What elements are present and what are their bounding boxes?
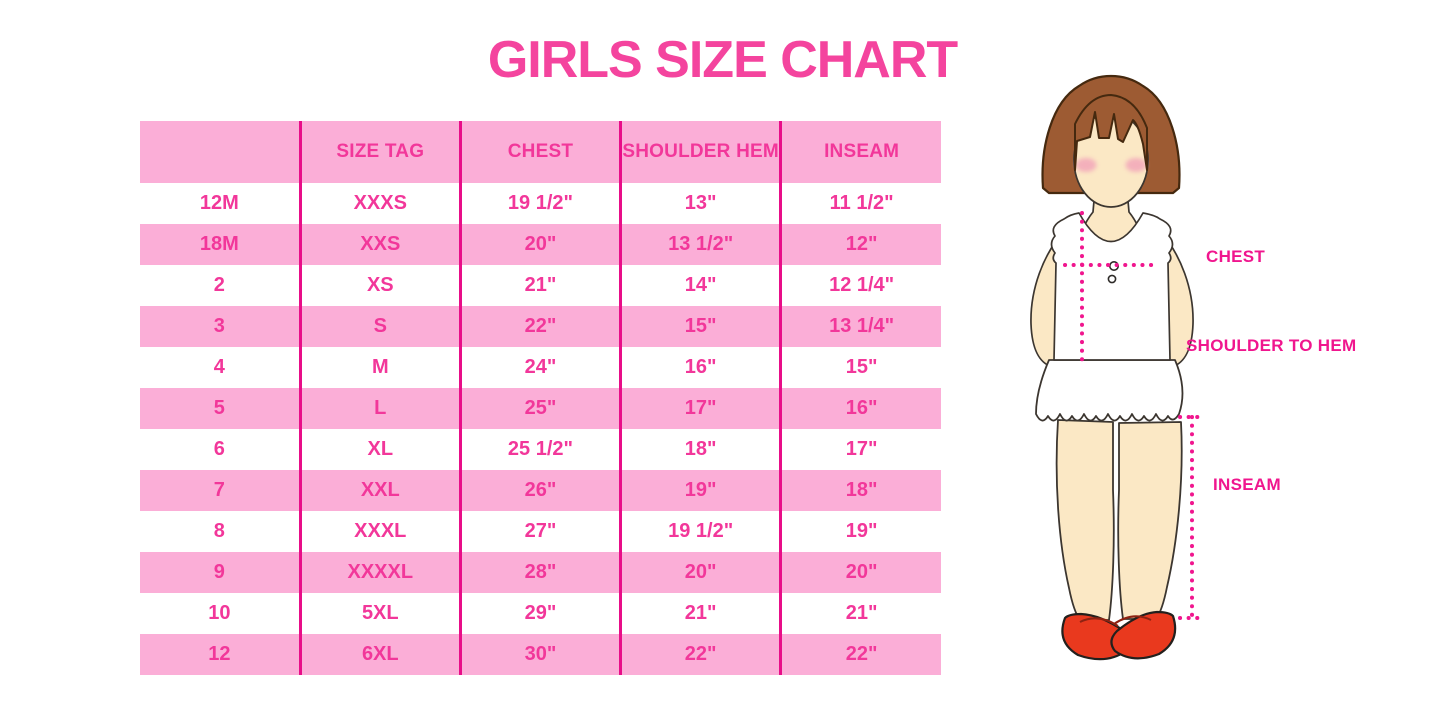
table-cell: 9	[140, 552, 301, 593]
table-cell: 21"	[619, 593, 781, 634]
table-row: 3 S 22" 15" 13 1/4"	[140, 306, 941, 347]
table-row: 10 5XL 29" 21" 21"	[140, 593, 941, 634]
table-cell: 7	[140, 470, 301, 511]
table-cell: S	[298, 306, 461, 347]
table-cell: XXXS	[298, 183, 461, 224]
size-table-header: SIZE TAG CHEST SHOULDER HEM INSEAM	[140, 121, 941, 183]
table-cell: 12 1/4"	[779, 265, 941, 306]
table-cell: 13 1/2"	[619, 224, 781, 265]
table-cell: XL	[298, 429, 461, 470]
girls-size-table: SIZE TAG CHEST SHOULDER HEM INSEAM 12M XX…	[140, 121, 941, 675]
table-cell: 24"	[458, 347, 621, 388]
table-cell: 29"	[458, 593, 621, 634]
header-cell-size-tag: SIZE TAG	[298, 121, 461, 183]
leg-right	[1117, 421, 1183, 620]
table-cell: 16"	[619, 347, 781, 388]
blush-right	[1125, 158, 1147, 172]
table-row: 5 L 25" 17" 16"	[140, 388, 941, 429]
table-cell: XXL	[298, 470, 461, 511]
header-cell-blank	[140, 121, 301, 183]
table-cell: 19 1/2"	[619, 511, 781, 552]
table-cell: 15"	[619, 306, 781, 347]
button-bottom	[1107, 274, 1117, 284]
table-cell: 20"	[458, 224, 621, 265]
table-row: 2 XS 21" 14" 12 1/4"	[140, 265, 941, 306]
table-cell: 20"	[779, 552, 941, 593]
header-row: SIZE TAG CHEST SHOULDER HEM INSEAM	[140, 121, 941, 183]
table-cell: 26"	[458, 470, 621, 511]
table-row: 4 M 24" 16" 15"	[140, 347, 941, 388]
table-cell: 30"	[458, 634, 621, 675]
table-cell: 19 1/2"	[458, 183, 621, 224]
table-cell: XS	[298, 265, 461, 306]
table-cell: 27"	[458, 511, 621, 552]
table-cell: 18"	[779, 470, 941, 511]
table-cell: 5	[140, 388, 301, 429]
girl-measurement-illustration	[1030, 74, 1206, 661]
table-cell: 13"	[619, 183, 781, 224]
table-cell: 28"	[458, 552, 621, 593]
table-row: 8 XXXL 27" 19 1/2" 19"	[140, 511, 941, 552]
table-cell: 6	[140, 429, 301, 470]
shoe-right-strap	[1113, 615, 1152, 625]
table-cell: 22"	[458, 306, 621, 347]
chest-label: CHEST	[1206, 247, 1266, 266]
table-cell: 19"	[619, 470, 781, 511]
table-cell: XXXL	[298, 511, 461, 552]
table-row: 12M XXXS 19 1/2" 13" 11 1/2"	[140, 183, 941, 224]
page-title: GIRLS SIZE CHART	[487, 31, 958, 89]
skirt	[1035, 359, 1184, 422]
table-cell: 12	[140, 634, 301, 675]
table-cell: M	[298, 347, 461, 388]
table-cell: 5XL	[298, 593, 461, 634]
table-cell: 20"	[619, 552, 781, 593]
size-table-body: 12M XXXS 19 1/2" 13" 11 1/2" 18M XXS 20" 13 1/2"…	[140, 183, 941, 675]
table-cell: 17"	[619, 388, 781, 429]
table-cell: 14"	[619, 265, 781, 306]
hair-bangs	[1074, 94, 1148, 171]
table-row: 18M XXS 20" 13 1/2" 12"	[140, 224, 941, 265]
table-cell: 11 1/2"	[779, 183, 941, 224]
table-row: 12 6XL 30" 22" 22"	[140, 634, 941, 675]
table-cell: L	[298, 388, 461, 429]
table-cell: 22"	[619, 634, 781, 675]
table-cell: 18"	[619, 429, 781, 470]
table-cell: 17"	[779, 429, 941, 470]
table-cell: 22"	[779, 634, 941, 675]
blush-left	[1075, 158, 1097, 172]
table-cell: 6XL	[298, 634, 461, 675]
table-cell: 16"	[779, 388, 941, 429]
table-cell: 18M	[140, 224, 301, 265]
table-cell: 12"	[779, 224, 941, 265]
header-cell-shoulder-hem: SHOULDER HEM	[619, 121, 781, 183]
table-row: 7 XXL 26" 19" 18"	[140, 470, 941, 511]
header-cell-chest: CHEST	[458, 121, 621, 183]
table-cell: XXS	[298, 224, 461, 265]
table-cell: 8	[140, 511, 301, 552]
table-cell: XXXXL	[298, 552, 461, 593]
table-cell: 10	[140, 593, 301, 634]
table-cell: 25 1/2"	[458, 429, 621, 470]
table-row: 9 XXXXL 28" 20" 20"	[140, 552, 941, 593]
table-cell: 12M	[140, 183, 301, 224]
table-cell: 13 1/4"	[779, 306, 941, 347]
table-cell: 3	[140, 306, 301, 347]
table-cell: 21"	[779, 593, 941, 634]
leg-left	[1055, 419, 1115, 621]
table-cell: 19"	[779, 511, 941, 552]
table-row: 6 XL 25 1/2" 18" 17"	[140, 429, 941, 470]
table-cell: 15"	[779, 347, 941, 388]
table-cell: 2	[140, 265, 301, 306]
shoulder-to-hem-label: SHOULDER TO HEM	[1186, 336, 1357, 355]
table-cell: 25"	[458, 388, 621, 429]
table-cell: 4	[140, 347, 301, 388]
table-cell: 21"	[458, 265, 621, 306]
shoe-right	[1110, 610, 1177, 660]
header-cell-inseam: INSEAM	[779, 121, 941, 183]
inseam-label: INSEAM	[1213, 475, 1281, 494]
